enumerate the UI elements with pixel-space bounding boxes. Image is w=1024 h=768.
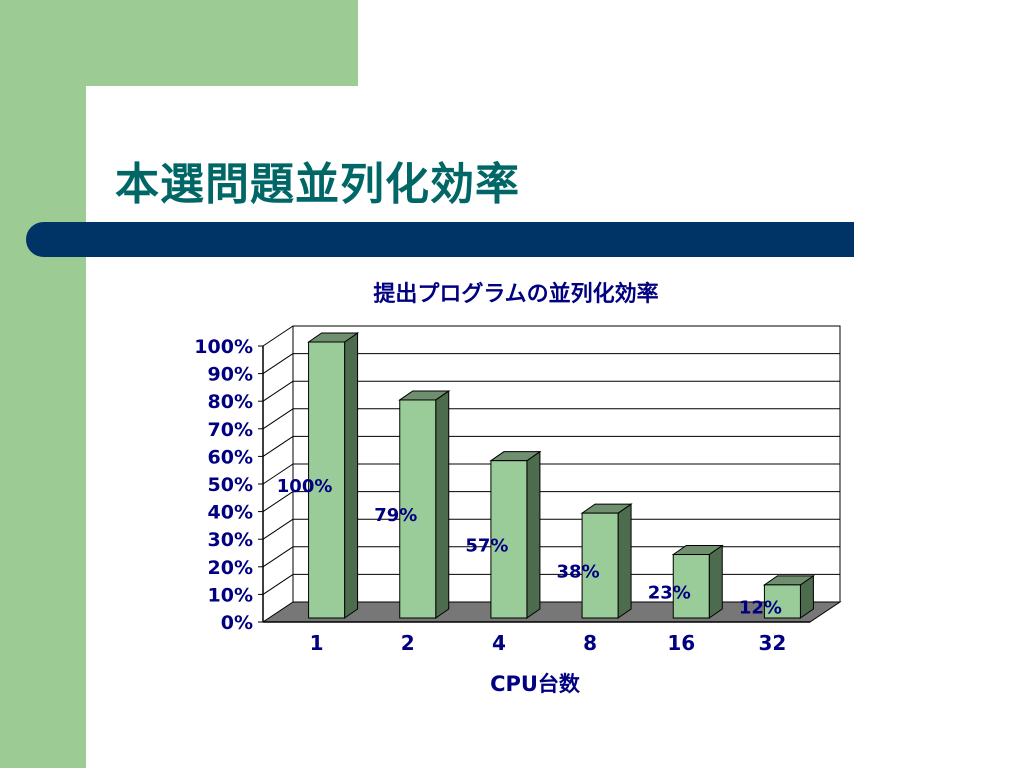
top-accent-band xyxy=(0,0,358,86)
gridline-side xyxy=(262,408,294,430)
bar-side xyxy=(708,544,723,619)
bar-side xyxy=(435,390,450,619)
gridline-side xyxy=(262,435,294,457)
y-tick-label: 90% xyxy=(208,364,253,386)
bar xyxy=(399,399,437,619)
y-tick-label: 50% xyxy=(208,474,253,496)
title-underline-bar xyxy=(26,222,854,257)
data-label: 38% xyxy=(557,562,600,583)
y-tick-label: 0% xyxy=(221,612,253,634)
slide-title: 本選問題並列化効率 xyxy=(115,159,520,210)
data-label: 79% xyxy=(374,505,417,526)
gridline-side xyxy=(262,546,294,568)
x-tick-label: 16 xyxy=(667,631,695,655)
y-tick-label: 100% xyxy=(194,336,253,358)
y-tick-label: 30% xyxy=(208,529,253,551)
bar-side xyxy=(344,332,359,619)
data-label: 12% xyxy=(739,597,782,618)
bar xyxy=(308,341,346,619)
gridline-side xyxy=(262,518,294,540)
data-label: 57% xyxy=(465,535,508,556)
data-label: 100% xyxy=(277,476,333,497)
x-tick-label: 2 xyxy=(401,631,415,655)
gridline-side xyxy=(262,573,294,595)
chart-title: 提出プログラムの並列化効率 xyxy=(373,282,659,307)
bar-side xyxy=(526,450,541,619)
bar xyxy=(763,584,801,619)
x-tick-label: 4 xyxy=(492,631,506,655)
y-tick-label: 60% xyxy=(208,446,253,468)
x-tick-label: 8 xyxy=(583,631,597,655)
data-label: 23% xyxy=(648,582,691,603)
gridline-side xyxy=(262,380,294,402)
left-accent-band xyxy=(0,0,86,768)
gridline-side xyxy=(262,325,294,347)
y-tick-label: 80% xyxy=(208,391,253,413)
y-tick-label: 20% xyxy=(208,557,253,579)
gridline-side xyxy=(262,463,294,485)
y-tick-label: 40% xyxy=(208,502,253,524)
bar xyxy=(490,460,528,619)
y-tick-label: 70% xyxy=(208,419,253,441)
x-tick-label: 1 xyxy=(310,631,324,655)
x-tick-label: 32 xyxy=(758,631,786,655)
bar-side xyxy=(617,503,632,619)
bar xyxy=(581,512,619,619)
y-tick-label: 10% xyxy=(208,584,253,606)
bar xyxy=(672,554,710,619)
gridline-side xyxy=(262,353,294,375)
gridline-side xyxy=(262,491,294,513)
x-axis-label: CPU台数 xyxy=(490,672,580,696)
